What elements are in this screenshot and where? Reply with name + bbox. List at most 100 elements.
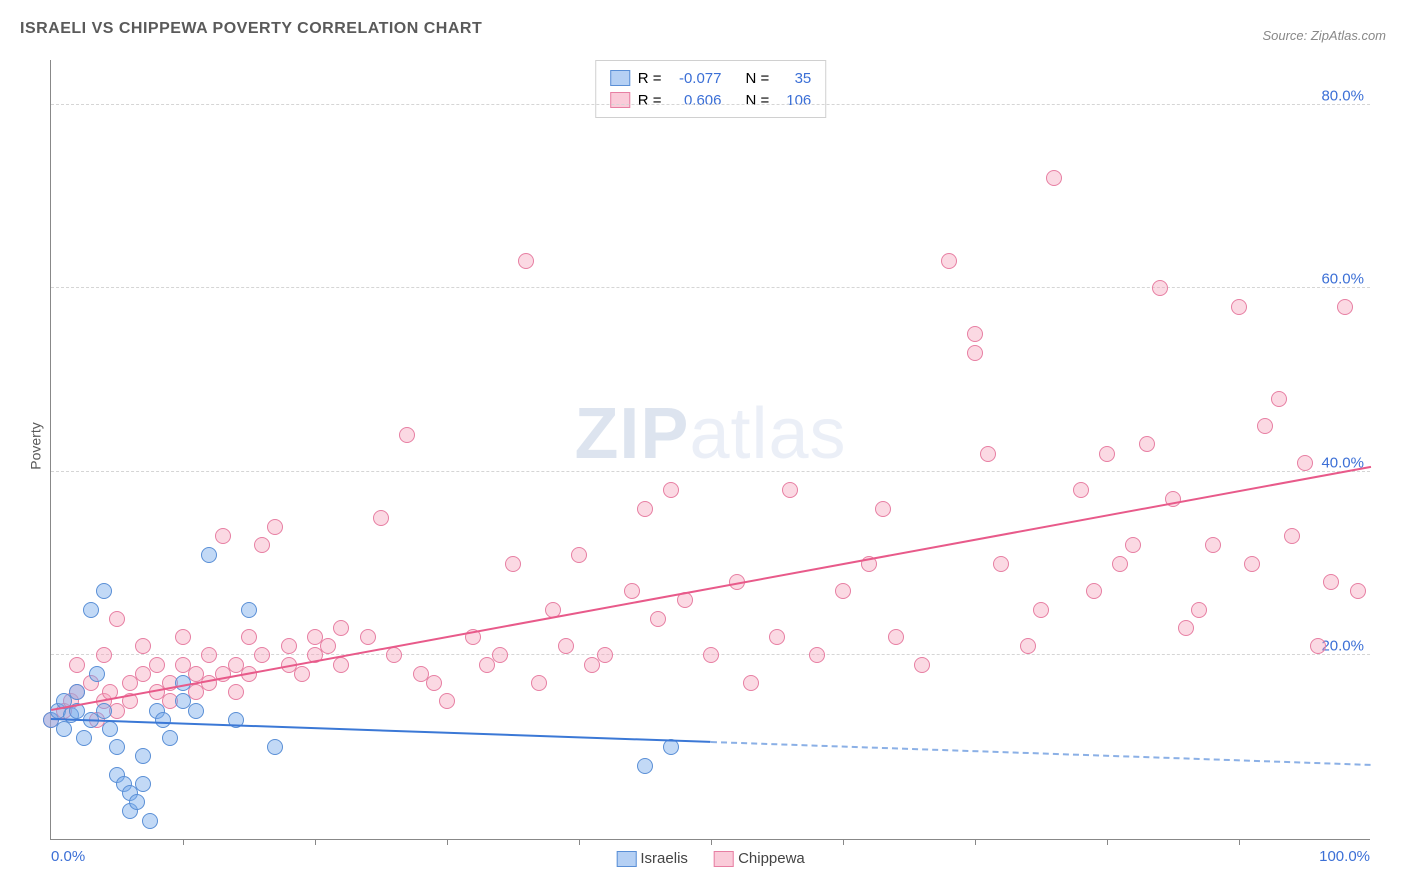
data-point [809, 647, 825, 663]
data-point [1020, 638, 1036, 654]
data-point [1139, 436, 1155, 452]
data-point [109, 739, 125, 755]
legend-item: Chippewa [714, 850, 805, 867]
data-point [914, 657, 930, 673]
data-point [76, 730, 92, 746]
regression-line [51, 465, 1371, 710]
data-point [1191, 602, 1207, 618]
data-point [162, 730, 178, 746]
data-point [518, 253, 534, 269]
data-point [703, 647, 719, 663]
data-point [980, 446, 996, 462]
data-point [624, 583, 640, 599]
data-point [1125, 537, 1141, 553]
y-tick-label: 20.0% [1321, 638, 1364, 655]
legend-item: Israelis [616, 850, 688, 867]
data-point [743, 675, 759, 691]
data-point [492, 647, 508, 663]
data-point [597, 647, 613, 663]
data-point [188, 703, 204, 719]
data-point [1310, 638, 1326, 654]
data-point [426, 675, 442, 691]
r-value: 0.606 [670, 92, 722, 109]
swatch-blue-icon [610, 70, 630, 86]
data-point [637, 501, 653, 517]
data-point [1323, 574, 1339, 590]
data-point [386, 647, 402, 663]
x-tick-mark [447, 839, 448, 845]
data-point [941, 253, 957, 269]
data-point [96, 647, 112, 663]
legend-stats-row: R = 0.606 N = 106 [610, 89, 812, 111]
data-point [69, 684, 85, 700]
data-point [1257, 418, 1273, 434]
gridline [51, 104, 1370, 105]
data-point [1152, 280, 1168, 296]
data-point [102, 721, 118, 737]
data-point [967, 326, 983, 342]
data-point [320, 638, 336, 654]
legend-stats-row: R = -0.077 N = 35 [610, 67, 812, 89]
n-value: 106 [777, 92, 811, 109]
data-point [135, 638, 151, 654]
data-point [993, 556, 1009, 572]
data-point [558, 638, 574, 654]
regression-line [51, 718, 711, 743]
data-point [149, 657, 165, 673]
data-point [1284, 528, 1300, 544]
x-tick-mark [711, 839, 712, 845]
source-label: Source: ZipAtlas.com [1262, 28, 1386, 43]
x-tick-mark [843, 839, 844, 845]
watermark-rest: atlas [689, 394, 846, 474]
swatch-pink-icon [610, 92, 630, 108]
data-point [888, 629, 904, 645]
chart-title: ISRAELI VS CHIPPEWA POVERTY CORRELATION … [20, 20, 482, 38]
data-point [96, 583, 112, 599]
data-point [531, 675, 547, 691]
data-point [373, 510, 389, 526]
gridline [51, 287, 1370, 288]
y-tick-label: 80.0% [1321, 87, 1364, 104]
data-point [109, 611, 125, 627]
data-point [267, 739, 283, 755]
data-point [505, 556, 521, 572]
data-point [155, 712, 171, 728]
data-point [1350, 583, 1366, 599]
data-point [241, 602, 257, 618]
x-tick-label: 100.0% [1319, 848, 1370, 865]
n-label: N = [746, 92, 770, 109]
data-point [1271, 391, 1287, 407]
data-point [399, 427, 415, 443]
legend-series: Israelis Chippewa [616, 850, 805, 867]
data-point [135, 748, 151, 764]
data-point [135, 776, 151, 792]
data-point [201, 647, 217, 663]
r-value: -0.077 [670, 70, 722, 87]
data-point [1086, 583, 1102, 599]
data-point [1099, 446, 1115, 462]
legend-label: Israelis [640, 850, 688, 867]
data-point [254, 647, 270, 663]
data-point [650, 611, 666, 627]
data-point [201, 547, 217, 563]
n-label: N = [746, 70, 770, 87]
data-point [333, 657, 349, 673]
data-point [1231, 299, 1247, 315]
x-tick-mark [315, 839, 316, 845]
data-point [267, 519, 283, 535]
data-point [769, 629, 785, 645]
x-tick-mark [975, 839, 976, 845]
data-point [782, 482, 798, 498]
data-point [360, 629, 376, 645]
data-point [439, 693, 455, 709]
data-point [1178, 620, 1194, 636]
watermark: ZIPatlas [574, 393, 846, 475]
watermark-bold: ZIP [574, 394, 689, 474]
data-point [96, 703, 112, 719]
r-label: R = [638, 70, 662, 87]
data-point [215, 528, 231, 544]
data-point [637, 758, 653, 774]
x-tick-mark [183, 839, 184, 845]
y-tick-label: 60.0% [1321, 271, 1364, 288]
data-point [1073, 482, 1089, 498]
